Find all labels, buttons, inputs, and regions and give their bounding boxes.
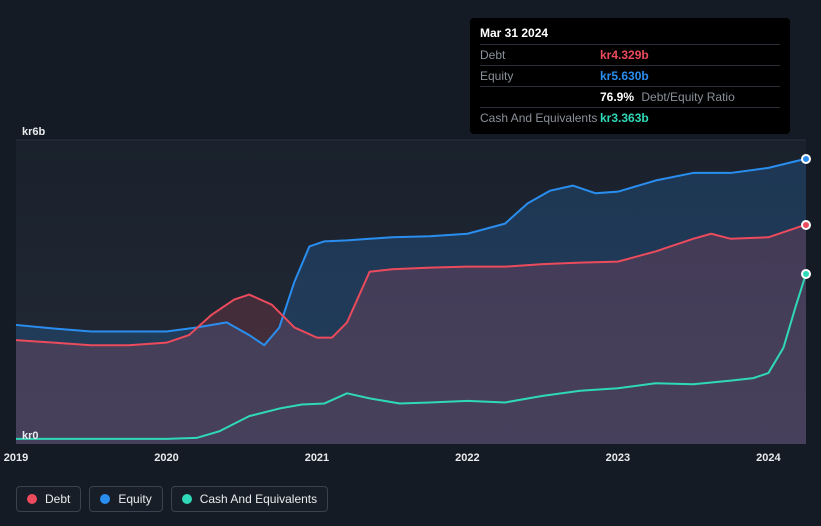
legend-label: Debt [45, 492, 70, 506]
legend-swatch-equity [100, 494, 110, 504]
financials-chart: Debt Equity Cash And Equivalents Mar 31 … [0, 0, 821, 526]
chart-tooltip: Mar 31 2024 Debt kr4.329b Equity kr5.630… [470, 18, 790, 134]
x-tick-label: 2020 [154, 452, 178, 464]
tooltip-equity-value: kr5.630b [600, 67, 649, 85]
x-tick-label: 2023 [606, 452, 630, 464]
series-end-marker [801, 154, 811, 164]
tooltip-ratio: 76.9% Debt/Equity Ratio [600, 88, 735, 106]
tooltip-cash-value: kr3.363b [600, 109, 649, 127]
legend-swatch-debt [27, 494, 37, 504]
tooltip-ratio-label: Debt/Equity Ratio [641, 90, 734, 104]
legend-item-cash[interactable]: Cash And Equivalents [171, 486, 328, 512]
tooltip-cash-label: Cash And Equivalents [480, 109, 600, 127]
tooltip-debt-value: kr4.329b [600, 46, 649, 64]
x-tick-label: 2021 [305, 452, 329, 464]
tooltip-date: Mar 31 2024 [480, 24, 780, 44]
legend-label: Equity [118, 492, 151, 506]
tooltip-equity-label: Equity [480, 67, 600, 85]
legend-item-equity[interactable]: Equity [89, 486, 162, 512]
x-tick-label: 2022 [455, 452, 479, 464]
legend-swatch-cash [182, 494, 192, 504]
series-end-marker [801, 220, 811, 230]
tooltip-ratio-value: 76.9% [600, 90, 634, 104]
y-tick-label: kr6b [22, 126, 45, 138]
tooltip-debt-label: Debt [480, 46, 600, 64]
series-end-marker [801, 269, 811, 279]
x-tick-label: 2019 [4, 452, 28, 464]
legend-item-debt[interactable]: Debt [16, 486, 81, 512]
x-tick-label: 2024 [756, 452, 780, 464]
tooltip-ratio-spacer [480, 88, 600, 106]
legend: Debt Equity Cash And Equivalents [16, 486, 328, 512]
y-tick-label: kr0 [22, 430, 39, 442]
legend-label: Cash And Equivalents [200, 492, 317, 506]
